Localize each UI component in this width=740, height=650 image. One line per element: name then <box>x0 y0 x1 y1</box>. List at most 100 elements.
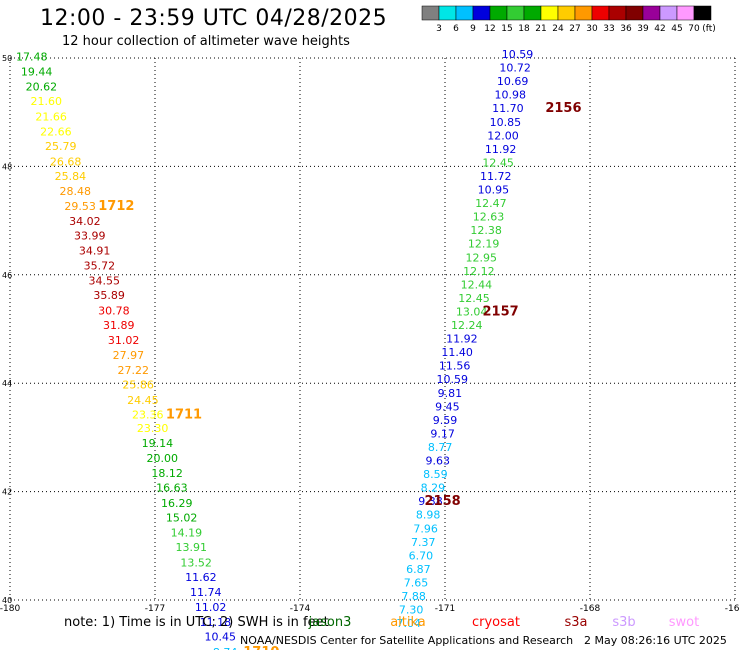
legend: note: 1) Time is in UTC; 2) SWH is in fe… <box>64 615 699 630</box>
colorbar-label: 6 <box>453 24 459 34</box>
data-point-label: 8.77 <box>428 441 453 454</box>
pass-annotation: 2158 <box>424 494 460 509</box>
header-subtitle: 12 hour collection of altimeter wave hei… <box>62 34 350 49</box>
pass-annotation: 1711 <box>166 407 202 422</box>
data-point-label: 8.98 <box>416 509 441 522</box>
data-point-label: 31.89 <box>103 319 135 332</box>
colorbar-label: 9 <box>470 24 476 34</box>
data-point-label: 13.52 <box>180 556 212 569</box>
data-point-label: 35.72 <box>84 259 116 272</box>
colorbar-label: 45 <box>671 24 682 34</box>
colorbar-label: 42 <box>654 24 665 34</box>
data-point-label: 12.19 <box>468 238 500 251</box>
colorbar-swatch <box>591 5 610 21</box>
legend-item: s3b <box>612 615 635 630</box>
data-point-label: 11.92 <box>446 333 478 346</box>
data-point-label: 19.44 <box>21 65 53 78</box>
data-point-label: 27.22 <box>118 364 150 377</box>
data-point-label: 8.59 <box>423 468 448 481</box>
y-tick-label: 46 <box>2 271 12 280</box>
data-point-label: 12.12 <box>463 265 495 278</box>
colorbar-label: 21 <box>535 24 546 34</box>
data-point-label: 19.14 <box>142 437 174 450</box>
data-point-label: 29.53 <box>64 200 96 213</box>
pass-annotation: 2157 <box>482 304 518 319</box>
legend-item: jason3 <box>308 615 352 630</box>
colorbar-swatch <box>472 5 491 21</box>
data-point-label: 27.97 <box>113 349 145 362</box>
data-point-label: 20.00 <box>147 452 179 465</box>
data-point-label: 7.37 <box>411 536 436 549</box>
data-point-label: 11.74 <box>190 586 222 599</box>
colorbar-label: 33 <box>603 24 614 34</box>
colorbar-unit: (ft) <box>702 24 716 34</box>
data-point-label: 9.63 <box>426 455 451 468</box>
data-point-label: 13.04 <box>456 305 488 318</box>
data-point-label: 9.17 <box>430 427 455 440</box>
data-point-label: 25.86 <box>122 379 154 392</box>
data-point-label: 10.85 <box>490 116 522 129</box>
data-point-label: 11.62 <box>185 571 217 584</box>
data-point-label: 23.30 <box>137 422 169 435</box>
colorbar-label: 70 <box>688 24 700 34</box>
x-tick-label: -177 <box>145 604 165 614</box>
data-point-label: 7.88 <box>401 590 426 603</box>
data-point-label: 8.29 <box>421 482 446 495</box>
colorbar: 3 6 9 12 15 18 21 24 27 30 33 36 39 42 45 70 (ft) <box>421 5 716 34</box>
data-point-label: 12.00 <box>487 129 519 142</box>
x-tick-label: -180 <box>0 604 20 614</box>
legend-item: altika <box>390 615 426 630</box>
data-point-label: 14.19 <box>171 527 203 540</box>
colorbar-swatch <box>455 5 474 21</box>
y-tick-label: 50 <box>2 54 12 63</box>
data-point-label: 7.04 <box>397 617 422 630</box>
legend-item: s3a <box>564 615 587 630</box>
data-point-label: 21.60 <box>31 95 63 108</box>
data-point-label: 10.59 <box>437 373 469 386</box>
data-point-label: 10.59 <box>502 48 534 61</box>
colorbar-swatch <box>642 5 661 21</box>
colorbar-label: 12 <box>484 24 495 34</box>
legend-item: cryosat <box>472 615 520 630</box>
data-point-label: 12.44 <box>461 278 493 291</box>
data-point-label: 20.62 <box>26 81 58 94</box>
data-point-label: 13.91 <box>176 541 208 554</box>
colorbar-swatch <box>625 5 644 21</box>
data-point-label: 11.02 <box>195 601 227 614</box>
data-point-label: 8.74 <box>213 646 238 650</box>
data-point-label: 6.87 <box>406 563 431 576</box>
data-point-label: 10.95 <box>478 184 510 197</box>
y-tick-label: 48 <box>2 162 12 171</box>
colorbar-label: 3 <box>436 24 442 34</box>
footer-timestamp: 2 May 08:26:16 UTC 2025 <box>584 634 727 647</box>
colorbar-swatch <box>608 5 627 21</box>
colorbar-label: 30 <box>586 24 598 34</box>
data-point-label: 26.68 <box>50 155 82 168</box>
data-point-label: 12.24 <box>451 319 483 332</box>
colorbar-swatch <box>676 5 695 21</box>
data-point-label: 31.02 <box>108 334 140 347</box>
data-point-label: 24.45 <box>127 394 159 407</box>
footer-credit: NOAA/NESDIS Center for Satellite Applica… <box>240 634 574 647</box>
data-point-label: 12.63 <box>473 211 505 224</box>
data-point-label: 7.65 <box>404 576 429 589</box>
x-tick-label: -165 <box>725 604 740 614</box>
data-point-label: 33.99 <box>74 230 106 243</box>
data-point-label: 7.96 <box>413 522 438 535</box>
data-point-label: 25.84 <box>55 170 87 183</box>
colorbar-swatch <box>557 5 576 21</box>
data-point-label: 12.45 <box>458 292 490 305</box>
data-point-label: 12.38 <box>470 224 502 237</box>
data-point-label: 9.81 <box>438 387 463 400</box>
colorbar-swatch <box>693 5 712 21</box>
data-point-label: 9.38 <box>418 495 443 508</box>
y-tick-label: 40 <box>2 596 12 605</box>
colorbar-label: 27 <box>569 24 580 34</box>
y-tick-label: 44 <box>2 379 12 388</box>
data-point-label: 9.59 <box>433 414 458 427</box>
colorbar-label: 39 <box>637 24 649 34</box>
data-point-label: 34.91 <box>79 245 111 258</box>
data-point-label: 35.89 <box>93 289 125 302</box>
legend-item: swot <box>669 615 699 630</box>
data-point-label: 34.55 <box>89 275 121 288</box>
